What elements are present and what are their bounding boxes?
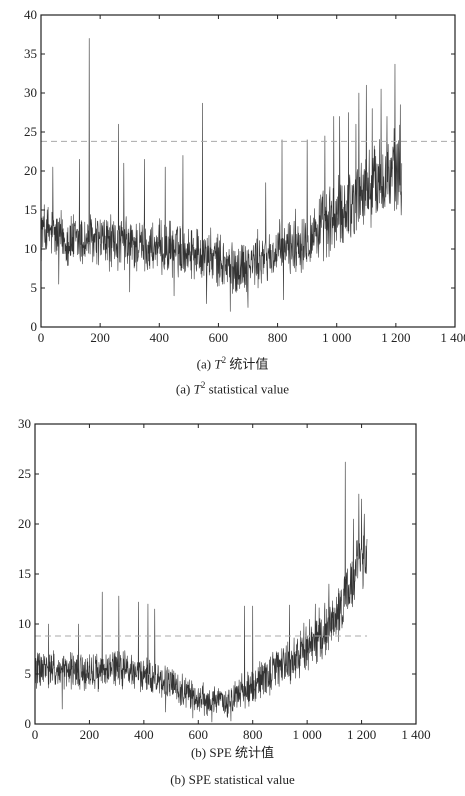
y-tick-label: 10: [24, 241, 37, 256]
y-tick-label: 30: [24, 85, 37, 100]
x-tick-label: 1 200: [381, 330, 410, 345]
statistic-series-line: [41, 38, 403, 312]
caption-t2-cn-suffix: 统计值: [229, 356, 269, 372]
x-tick-label: 0: [32, 727, 39, 742]
caption-spe-cn-suffix: 统计值: [235, 745, 275, 760]
x-tick-label: 400: [134, 727, 154, 742]
x-tick-label: 1 200: [347, 727, 376, 742]
x-tick-label: 1 000: [322, 330, 351, 345]
y-tick-label: 15: [24, 202, 37, 217]
chart-spe: 0 200 400 600 800 1 000 1 200 1 400 0 5 10 15 20 25 30: [18, 416, 431, 742]
y-tick-label: 5: [25, 666, 32, 681]
caption-t2-cn-sup: 2: [221, 355, 227, 365]
caption-spe-cn-prefix: (b) SPE: [190, 745, 232, 760]
y-tick-label: 15: [18, 566, 31, 581]
caption-t2-en-sup: 2: [200, 380, 206, 390]
caption-t2-en-suffix: statistical value: [208, 381, 290, 397]
y-tick-label: 0: [31, 319, 38, 334]
x-tick-label: 200: [80, 727, 100, 742]
caption-t2-cn-prefix: (a): [196, 356, 212, 372]
caption-t2-en-prefix: (a): [175, 381, 191, 397]
y-tick-label: 30: [18, 416, 31, 431]
y-tick-label: 40: [24, 7, 37, 22]
caption-t2-en: (a) T2 statistical value: [0, 377, 465, 397]
y-tick-label: 35: [24, 46, 37, 61]
y-tick-label: 25: [24, 124, 37, 139]
y-tick-label: 20: [18, 516, 31, 531]
chart-t2: 0 200 400 600 800 1 000 1 200 1 400 0 5 10 15 20 25 30…: [24, 7, 465, 345]
x-tick-label: 600: [189, 727, 209, 742]
x-tick-label: 400: [150, 330, 170, 345]
caption-t2-en-var: T: [193, 381, 201, 397]
caption-t2-cn: (a) T2 统计值: [0, 352, 465, 372]
y-tick-label: 0: [25, 716, 32, 731]
x-tick-label: 200: [90, 330, 110, 345]
y-tick-label: 20: [24, 163, 37, 178]
y-tick-label: 5: [31, 280, 38, 295]
caption-t2-cn-var: T: [214, 356, 222, 372]
x-tick-label: 800: [243, 727, 263, 742]
x-tick-label: 1 400: [401, 727, 430, 742]
y-tick-label: 10: [18, 616, 31, 631]
statistic-series-line: [34, 461, 368, 723]
x-tick-label: 1 000: [293, 727, 322, 742]
x-tick-label: 1 400: [440, 330, 465, 345]
caption-spe-cn: (b) SPE 统计值: [0, 745, 465, 761]
x-tick-label: 0: [38, 330, 45, 345]
x-tick-label: 800: [268, 330, 288, 345]
x-tick-label: 600: [209, 330, 229, 345]
caption-spe-en-text: (b) SPE statistical value: [170, 772, 295, 787]
y-tick-label: 25: [18, 466, 31, 481]
caption-spe-en: (b) SPE statistical value: [0, 772, 465, 788]
